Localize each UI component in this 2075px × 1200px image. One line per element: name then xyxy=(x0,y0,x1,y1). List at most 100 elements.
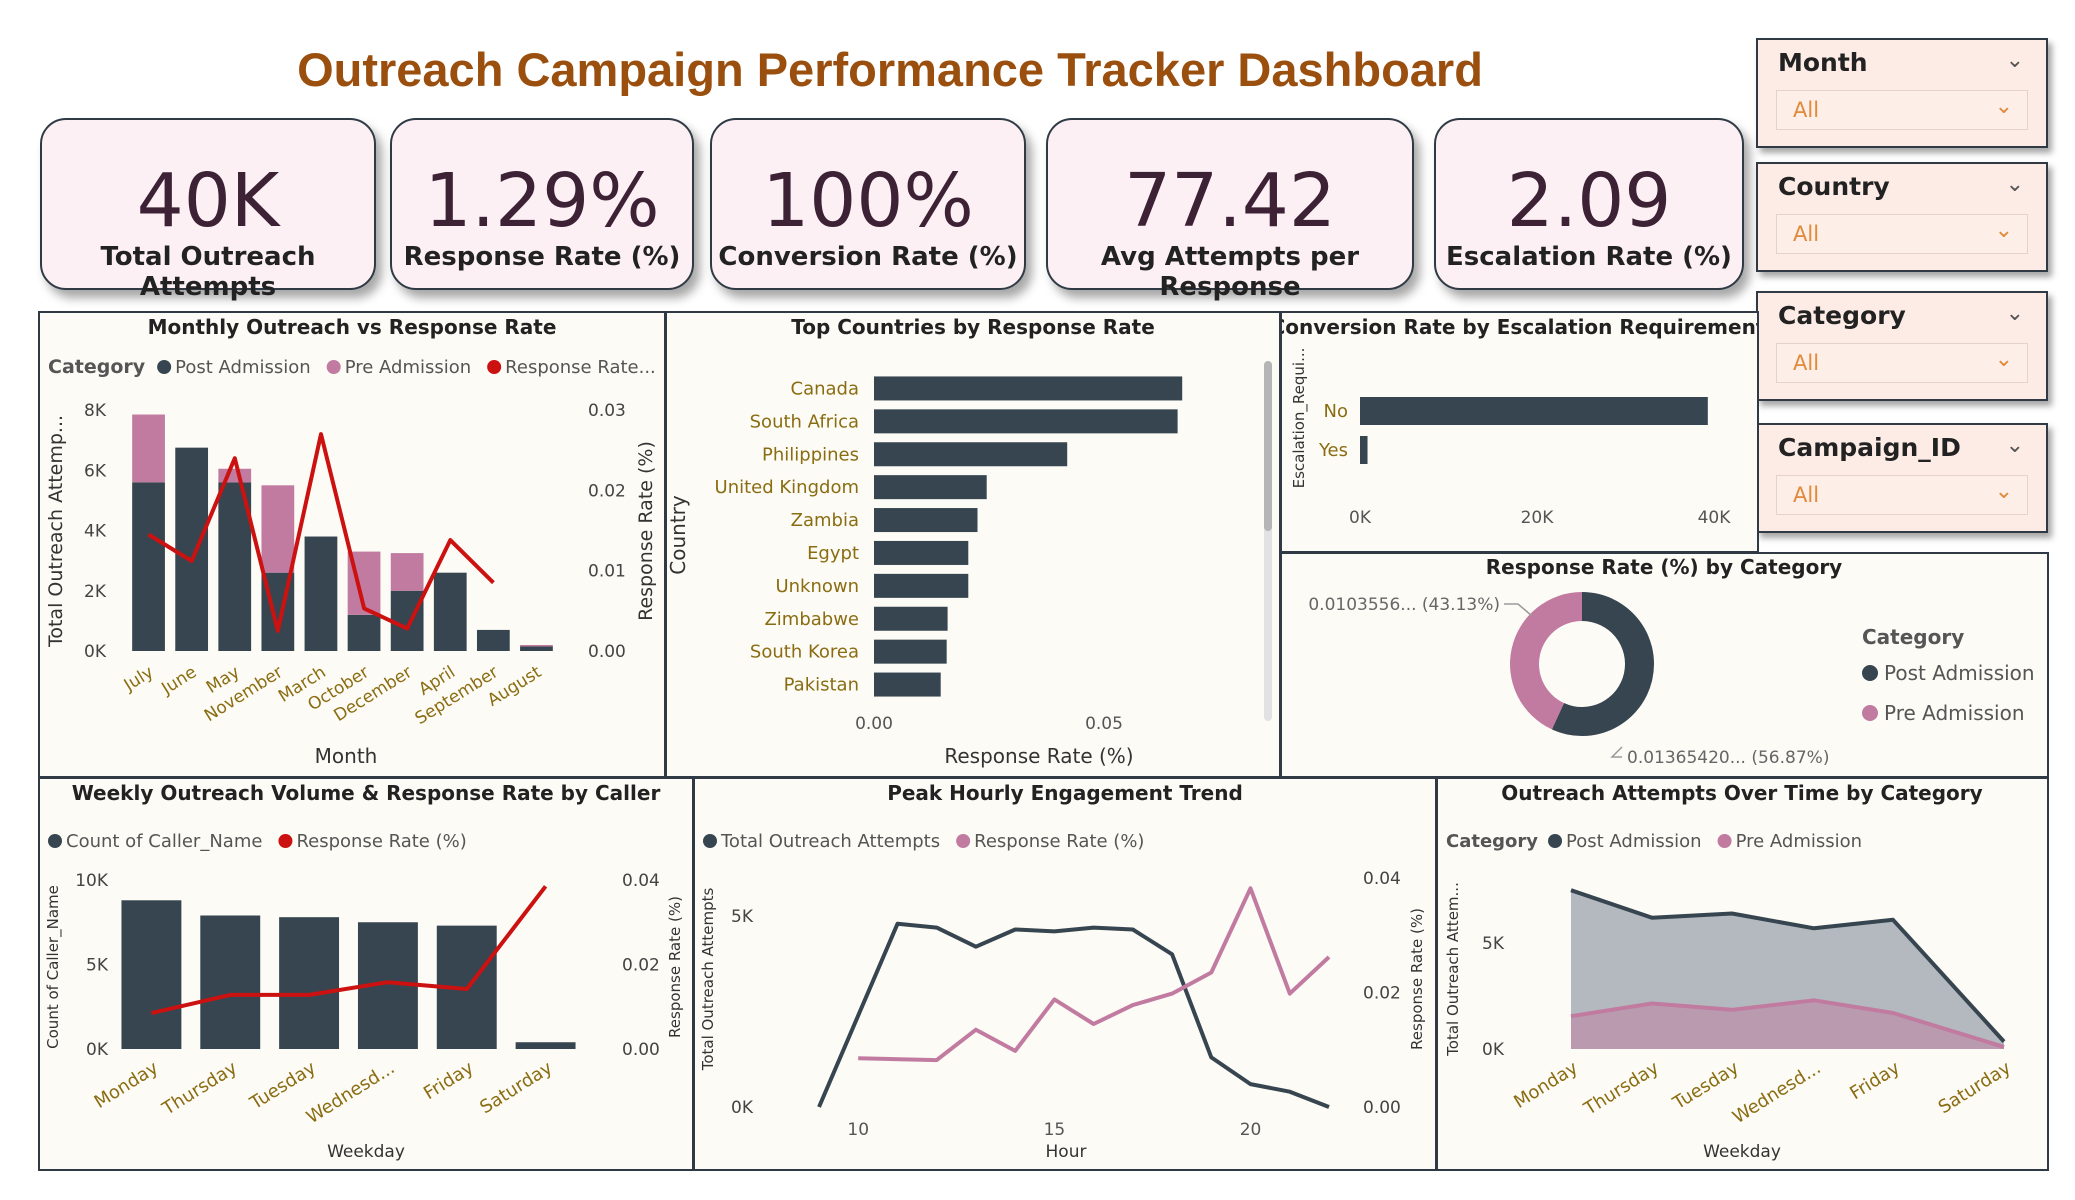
slicer-dropdown[interactable]: All ⌄ xyxy=(1776,214,2028,254)
bar-country xyxy=(874,376,1183,401)
y-tick-label: 0K xyxy=(86,1040,109,1060)
slice-label: 0.0103556... (43.13%) xyxy=(1308,595,1500,615)
chevron-down-icon[interactable]: ⌄ xyxy=(2005,433,2024,458)
x-tick-label: 20 xyxy=(1240,1120,1262,1140)
legend-item: Total Outreach Attempts xyxy=(720,831,940,852)
chevron-down-icon[interactable]: ⌄ xyxy=(2005,48,2024,73)
x-axis-label: Weekday xyxy=(327,1142,405,1162)
bar-country xyxy=(874,409,1178,434)
legend-title: Category xyxy=(48,356,146,378)
x-tick-label: June xyxy=(157,662,200,699)
legend-marker xyxy=(956,834,971,848)
bar-pre-admission xyxy=(390,553,424,591)
bar-country xyxy=(874,540,969,565)
kpi-value: 2.09 xyxy=(1506,158,1672,244)
slicer-value: All xyxy=(1793,222,1820,246)
x-tick-label: 40K xyxy=(1698,508,1732,528)
legend-marker xyxy=(703,834,717,848)
slicer-title: Campaign_ID xyxy=(1778,433,1961,462)
slicer-month[interactable]: Month ⌄ All ⌄ xyxy=(1756,38,2048,148)
slicer-dropdown[interactable]: All ⌄ xyxy=(1776,343,2028,383)
x-tick-label: 0.05 xyxy=(1085,714,1123,734)
slicer-category[interactable]: Category ⌄ All ⌄ xyxy=(1756,291,2048,401)
y-tick-label: 4K xyxy=(84,522,107,542)
y2-tick-label: 0.02 xyxy=(1363,984,1401,1004)
legend-marker xyxy=(1717,834,1732,848)
legend-item: Pre Admission xyxy=(345,357,471,378)
kpi-card-total-attempts[interactable]: 40K Total Outreach Attempts xyxy=(40,118,376,302)
y2-tick-label: 0.01 xyxy=(588,562,626,582)
y-tick-label: South Korea xyxy=(750,642,859,663)
kpi-card-conversion-rate[interactable]: 100% Conversion Rate (%) xyxy=(710,118,1026,290)
legend-marker xyxy=(278,834,293,848)
kpi-label: Response Rate (%) xyxy=(403,242,681,272)
line-response-rate xyxy=(858,886,1331,1063)
y-tick-label: No xyxy=(1324,401,1348,422)
y-tick-label: 8K xyxy=(84,401,107,421)
y2-tick-label: 0.00 xyxy=(588,642,626,662)
legend-marker xyxy=(1862,705,1878,721)
y2-tick-label: 0.00 xyxy=(1363,1098,1401,1118)
line-response-rate xyxy=(147,432,495,633)
bar-post-admission xyxy=(304,536,338,651)
x-tick-label: Friday xyxy=(420,1057,478,1104)
x-tick-label: Thursday xyxy=(158,1057,241,1120)
chevron-down-icon[interactable]: ⌄ xyxy=(2005,172,2024,197)
legend-marker xyxy=(1548,834,1563,848)
line-total-attempts xyxy=(817,921,1330,1109)
chart-hourly-engagement[interactable]: Peak Hourly Engagement Trend Total Outrea… xyxy=(693,777,1437,1171)
y2-tick-label: 0.04 xyxy=(622,871,660,891)
kpi-card-avg-attempts[interactable]: 77.42 Avg Attempts per Response xyxy=(1046,118,1414,302)
scrollbar-thumb xyxy=(1264,361,1272,531)
x-tick-label: Monday xyxy=(1510,1057,1582,1113)
x-axis-label: Hour xyxy=(1046,1142,1087,1162)
y-tick-label: 0K xyxy=(731,1098,754,1118)
chart-area-category[interactable]: Outreach Attempts Over Time by Category C… xyxy=(1436,777,2049,1171)
slicer-title: Month xyxy=(1778,48,1868,77)
slicer-dropdown[interactable]: All ⌄ xyxy=(1776,475,2028,515)
legend-item: Post Admission xyxy=(1566,831,1702,852)
slicer-campaign-id[interactable]: Campaign_ID ⌄ All ⌄ xyxy=(1756,423,2048,533)
kpi-value: 100% xyxy=(762,158,974,244)
bar-country xyxy=(874,475,987,500)
kpi-card-response-rate[interactable]: 1.29% Response Rate (%) xyxy=(390,118,694,290)
kpi-value: 77.42 xyxy=(1124,158,1336,244)
chart-monthly-outreach[interactable]: Monthly Outreach vs Response Rate Categor… xyxy=(38,311,666,778)
kpi-card-escalation-rate[interactable]: 2.09 Escalation Rate (%) xyxy=(1434,118,1744,290)
y2-tick-label: 0.04 xyxy=(1363,869,1401,889)
bar-country xyxy=(874,606,948,631)
bar-pre-admission xyxy=(218,468,252,483)
y2-tick-label: 0.02 xyxy=(622,956,660,976)
legend-item: Response Rate (%) xyxy=(974,831,1144,852)
donut-slice xyxy=(1510,592,1582,730)
bar-caller-count xyxy=(515,1042,576,1049)
x-tick-label: Wednesd... xyxy=(1729,1057,1825,1128)
kpi-label: Conversion Rate (%) xyxy=(718,242,1018,272)
y2-axis-label: Response Rate (%) xyxy=(635,441,657,621)
legend-item: Response Rate... xyxy=(505,357,656,378)
y-tick-label: 5K xyxy=(1482,934,1505,954)
y-tick-label: Pakistan xyxy=(784,675,859,696)
slicer-value: All xyxy=(1793,483,1820,507)
chevron-down-icon: ⌄ xyxy=(1994,94,2013,119)
y-tick-label: Philippines xyxy=(762,444,859,465)
dashboard-title: Outreach Campaign Performance Tracker Da… xyxy=(297,43,1483,96)
chart-title: Monthly Outreach vs Response Rate xyxy=(148,315,557,339)
chart-top-countries[interactable]: Top Countries by Response Rate Canada Sout… xyxy=(665,311,1281,778)
x-axis-label: Weekday xyxy=(1703,1142,1781,1162)
legend-marker xyxy=(326,360,341,374)
y2-axis-label: Response Rate (%) xyxy=(666,896,684,1038)
slicer-dropdown[interactable]: All ⌄ xyxy=(1776,90,2028,130)
leader-line xyxy=(1504,603,1533,617)
chart-weekly-caller[interactable]: Weekly Outreach Volume & Response Rate b… xyxy=(38,777,694,1171)
chart-title: Peak Hourly Engagement Trend xyxy=(887,781,1243,805)
x-tick-label: 0.00 xyxy=(855,714,893,734)
y-tick-label: Zimbabwe xyxy=(764,609,859,630)
chart-response-by-category[interactable]: Response Rate (%) by Category 0.01365420.… xyxy=(1280,552,2049,778)
bar-post-admission xyxy=(476,629,510,651)
chevron-down-icon[interactable]: ⌄ xyxy=(2005,301,2024,326)
chart-escalation[interactable]: Conversion Rate by Escalation Requiremen… xyxy=(1280,311,1759,553)
bar-escalation xyxy=(1360,397,1708,425)
legend-item: Response Rate (%) xyxy=(296,831,466,852)
slicer-country[interactable]: Country ⌄ All ⌄ xyxy=(1756,162,2048,272)
